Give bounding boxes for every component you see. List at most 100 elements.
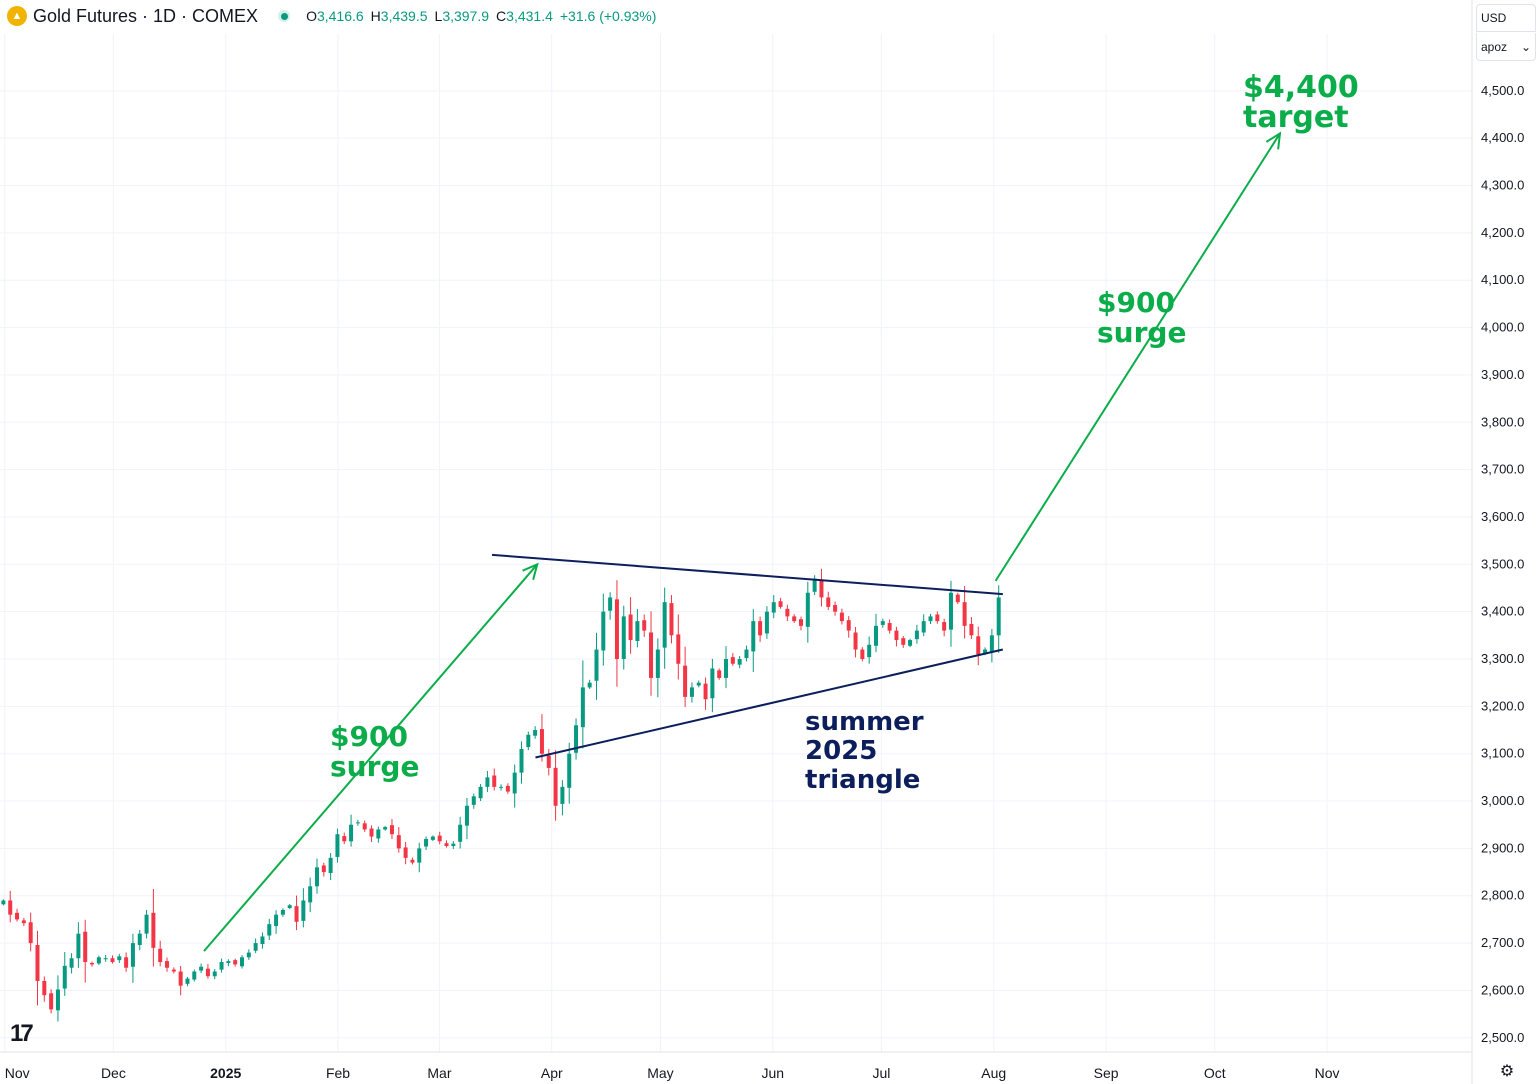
candle [267,918,272,940]
candle-body [212,971,217,977]
candle-body [396,835,401,849]
candle-body [676,634,681,664]
candle [867,636,872,664]
candle [410,857,415,865]
candle-body [642,620,647,631]
x-tick-label: Feb [326,1065,350,1081]
currency-selector[interactable]: USD [1476,4,1536,32]
x-tick-label: Apr [541,1065,563,1081]
candle-body [1,900,6,905]
candle-body [96,957,101,964]
candle-body [267,924,272,936]
surge-annotation-right-line: surge [1097,316,1186,349]
candle [62,952,67,996]
symbol-title[interactable]: Gold Futures · 1D · COMEX [33,5,259,26]
candle-body [601,611,606,651]
candle-body [458,824,463,842]
candle [962,586,967,639]
surge-arrow [994,131,1282,582]
candle [192,969,197,982]
candle [512,764,517,808]
candle-body [696,682,701,686]
candle-body [308,886,313,903]
candle-body [137,933,142,945]
change-value: +31.6 (+0.93%) [559,8,657,24]
candle-body [703,683,708,700]
candle [1,899,6,906]
candle [69,953,74,974]
candle [519,741,524,784]
gold-bars-icon: ▲ [7,6,27,26]
candle-body [683,665,688,697]
candle [560,780,565,816]
candle [471,793,476,809]
candle [369,825,374,843]
candle [635,609,640,648]
candle-body [35,944,40,981]
candle [49,989,54,1014]
candle-body [833,605,838,612]
candle [724,646,729,689]
low-value: 3,397.9 [442,8,490,24]
candle-body [942,622,947,631]
candle-body [130,943,135,967]
candle [628,597,633,654]
close-value: 3,431.4 [506,8,553,24]
candle [887,619,892,634]
candle-body [587,682,592,688]
candle [199,963,204,974]
candle-body [328,857,333,874]
y-tick-label: 2,800.0 [1481,888,1524,903]
candle [260,932,265,949]
candle-body [805,592,810,627]
chart-header: ▲ Gold Futures · 1D · COMEX O3,416.6 H3,… [0,0,760,32]
y-tick-label: 3,000.0 [1481,793,1524,808]
x-tick-label: Oct [1204,1065,1226,1081]
candle [110,955,115,964]
candle [274,910,279,934]
unit-selector[interactable]: apoz ⌄ [1476,33,1536,61]
candle-body [921,621,926,633]
candle [376,826,381,843]
candle-body [785,608,790,617]
candle-body [744,649,749,659]
candle-body [117,956,122,961]
candle-body [908,640,913,646]
candle [908,638,913,648]
y-tick-label: 3,700.0 [1481,462,1524,477]
surge-arrow [203,562,539,952]
candle-body [737,659,742,665]
candle [594,632,599,700]
candle [301,888,306,928]
candle [151,889,156,967]
y-tick-label: 3,200.0 [1481,698,1524,713]
candle-body [669,603,674,636]
candle [505,783,510,794]
candle [233,958,238,967]
candle-body [560,786,565,804]
x-tick-label: Dec [101,1065,126,1081]
candle [294,895,299,931]
candle-body [451,843,456,847]
candle [478,784,483,802]
candle-body [819,580,824,598]
candle [485,770,490,792]
candle-body [839,612,844,622]
candle [90,961,95,967]
y-tick-label: 3,800.0 [1481,414,1524,429]
x-tick-label: 2025 [210,1065,241,1081]
candle-body [880,621,885,625]
candle [894,626,899,647]
candle [621,605,626,670]
candle [553,750,558,821]
candle [144,909,149,939]
candle-body [730,657,735,664]
candle [989,629,994,663]
candle [417,842,422,873]
candle-body [635,621,640,642]
gear-icon[interactable]: ⚙ [1499,1063,1515,1080]
triangle-annotation-line: triangle [805,765,920,795]
y-tick-label: 4,100.0 [1481,272,1524,287]
candle [533,726,538,739]
candle-body [867,644,872,658]
